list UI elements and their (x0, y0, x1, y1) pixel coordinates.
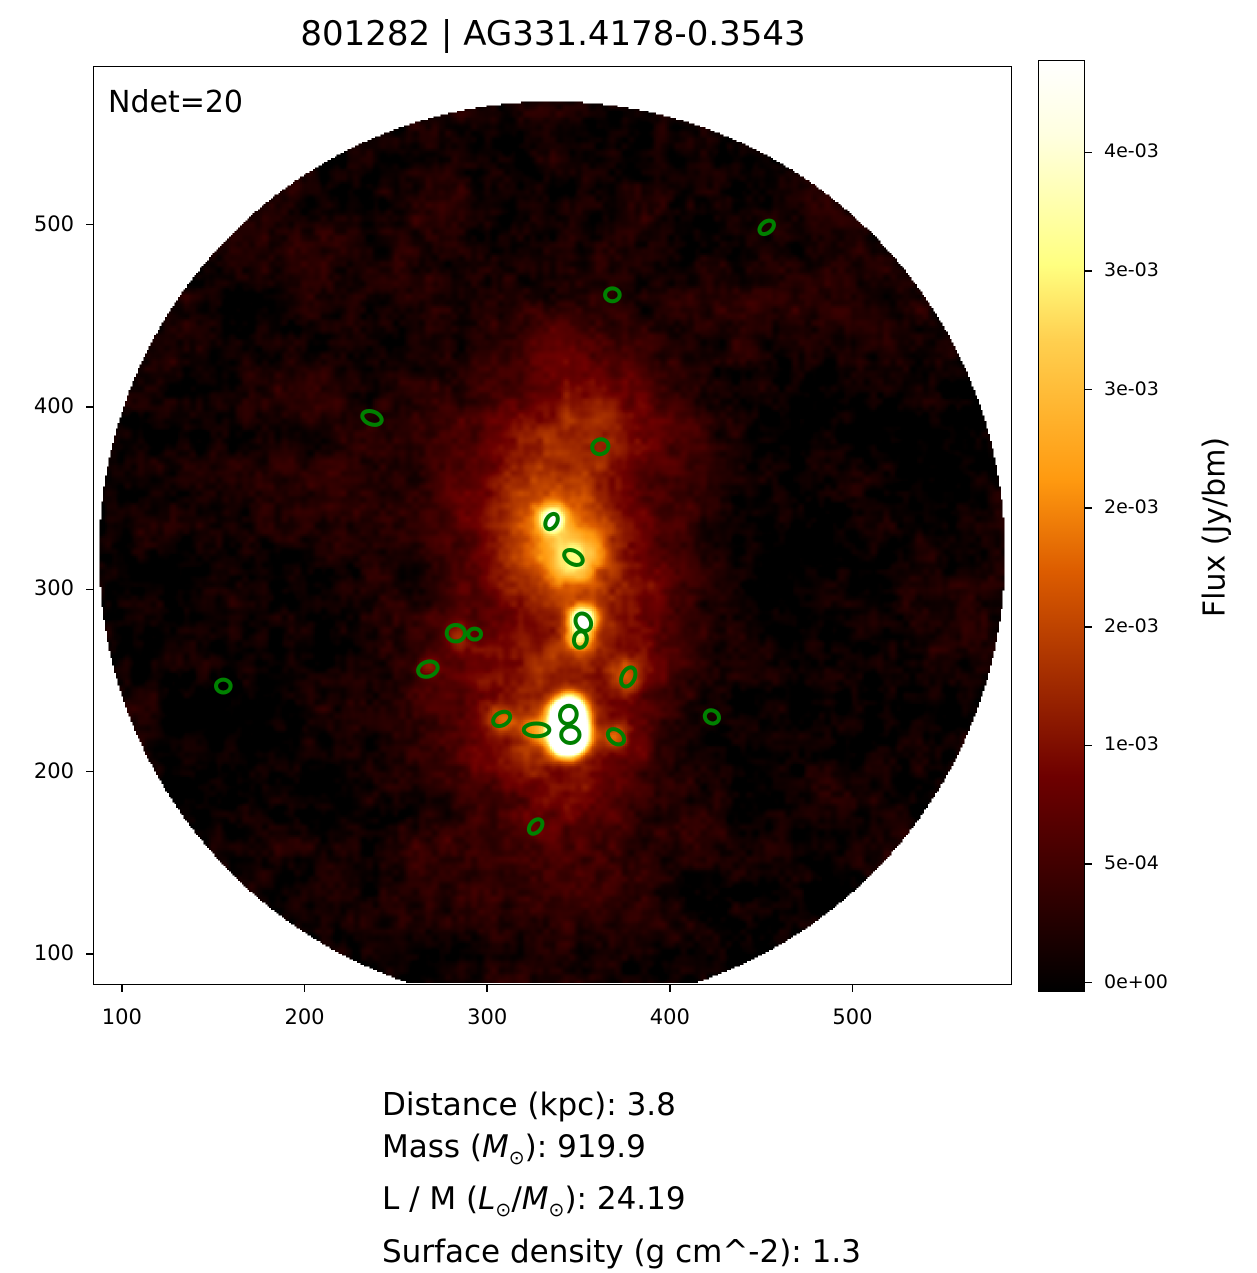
x-tick-label: 200 (284, 1005, 325, 1029)
detection-ellipse (559, 724, 582, 745)
colorbar-tick-label: 3e-03 (1104, 377, 1159, 400)
y-tick-label: 400 (33, 393, 74, 418)
x-tick-label: 400 (649, 1005, 690, 1029)
detection-ellipse (603, 286, 622, 304)
colorbar-tick-mark (1085, 744, 1092, 747)
detection-ellipse (702, 708, 722, 726)
y-tick-label: 300 (33, 576, 74, 601)
x-tick-label: 500 (832, 1005, 873, 1029)
mass-text: Mass (M⊙): 919.9 (382, 1128, 646, 1169)
y-tick-label: 100 (33, 941, 74, 966)
detection-ellipse (573, 611, 594, 633)
detection-ellipse (214, 677, 233, 695)
detection-ellipse (757, 218, 776, 237)
distance-text: Distance (kpc): 3.8 (382, 1087, 676, 1123)
detections-overlay (214, 218, 776, 836)
detection-ellipse (590, 437, 611, 457)
detection-ellipse (526, 817, 545, 836)
detection-ellipse (466, 626, 484, 642)
colorbar-tick-mark (1085, 863, 1092, 865)
colorbar-tick-label: 0e+00 (1104, 970, 1168, 993)
detection-ellipse (416, 659, 440, 679)
colorbar-tick-label: 2e-03 (1104, 614, 1159, 637)
detection-ellipse (558, 703, 579, 726)
chart-title: 801282 | AG331.4178-0.3543 (300, 14, 806, 54)
colorbar (1038, 60, 1085, 992)
colorbar-tick-label: 2e-03 (1104, 496, 1159, 519)
detection-ellipse (444, 622, 467, 644)
detection-ellipse (360, 409, 384, 427)
x-tick-mark (851, 985, 854, 992)
x-tick-label: 100 (101, 1005, 142, 1029)
colorbar-tick-mark (1085, 388, 1092, 391)
y-tick-label: 500 (33, 211, 74, 236)
colorbar-label: Flux (Jy/bm) (1197, 436, 1233, 618)
colorbar-tick-mark (1085, 981, 1092, 984)
colorbar-tick-label: 5e-04 (1104, 851, 1159, 874)
colorbar-tick-mark (1085, 626, 1092, 628)
x-tick-mark (669, 985, 671, 992)
colorbar-tick-label: 1e-03 (1104, 733, 1159, 756)
detection-ellipse (562, 547, 585, 567)
x-tick-label: 300 (467, 1005, 508, 1029)
x-tick-mark (121, 985, 123, 992)
lm-text: L / M (L⊙/M⊙): 24.19 (382, 1181, 686, 1222)
detection-ellipse (521, 721, 552, 739)
detection-ellipse (543, 511, 560, 532)
colorbar-tick-label: 3e-03 (1104, 259, 1159, 282)
y-tick-mark (86, 588, 93, 591)
detection-ellipse (605, 727, 627, 747)
colorbar-tick-label: 4e-03 (1104, 140, 1159, 163)
x-tick-mark (486, 985, 488, 992)
y-tick-mark (86, 223, 93, 226)
colorbar-tick-mark (1085, 270, 1092, 272)
ndet-annotation: Ndet=20 (108, 85, 244, 120)
x-tick-mark (303, 985, 306, 992)
y-tick-label: 200 (33, 758, 74, 783)
y-tick-mark (86, 770, 93, 773)
flux-map-image (94, 67, 1010, 983)
image-axes: Ndet=20 (93, 66, 1012, 985)
source-info: Distance (kpc): 3.8 Mass (M⊙): 919.9 L /… (382, 1085, 861, 1273)
surface-density-text: Surface density (g cm^-2): 1.3 (382, 1233, 861, 1270)
y-tick-mark (86, 406, 93, 408)
detection-ellipse (571, 629, 589, 650)
y-tick-mark (86, 953, 93, 955)
detection-ellipse (619, 665, 638, 689)
detection-ellipse (491, 709, 513, 729)
colorbar-tick-mark (1085, 507, 1092, 509)
colorbar-tick-mark (1085, 151, 1092, 154)
